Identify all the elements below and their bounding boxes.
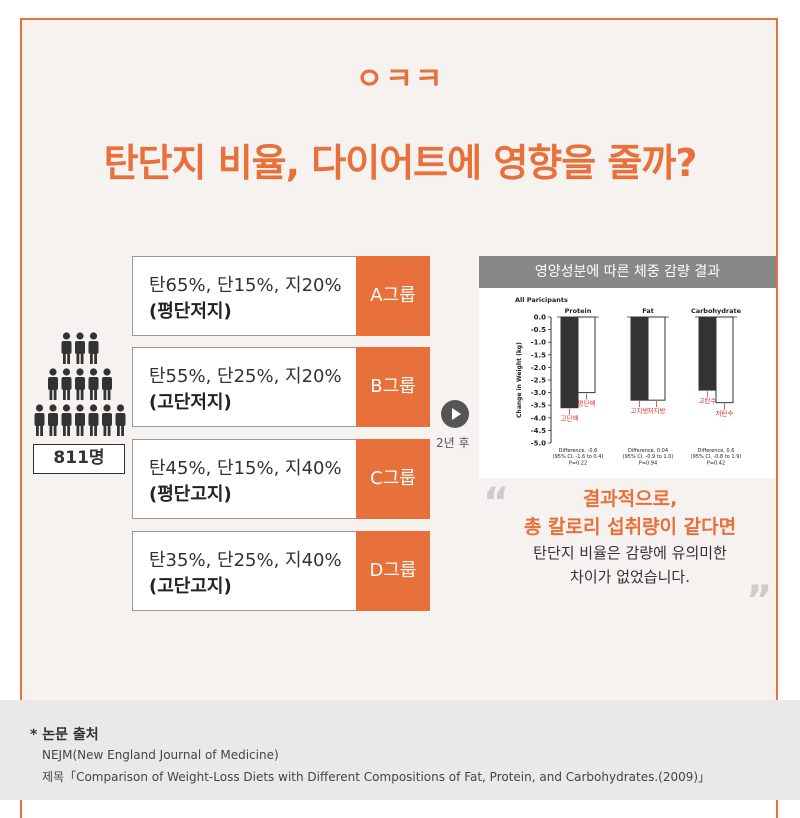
source-paper-title: 제목「Comparison of Weight-Loss Diets with … <box>42 770 711 784</box>
y-tick-label: -1.5 <box>531 351 546 359</box>
chart-container: All Paricipants Change in Weight (kg) 0.0 -… <box>479 256 776 478</box>
difference-text: P=0.42 <box>707 460 725 466</box>
group-kind: (고단고지) <box>149 576 232 597</box>
group-label: A그룹 <box>356 256 430 336</box>
difference-text: Difference, 0.04 <box>628 448 668 454</box>
y-tick-label: -4.5 <box>531 427 546 435</box>
people-icon <box>30 330 130 440</box>
group-kind: (고단저지) <box>149 392 232 413</box>
bar-label: 평단백 <box>578 399 596 408</box>
y-tick-label: -5.0 <box>531 440 546 448</box>
arrow-label: 2년 후 <box>436 436 470 450</box>
difference-text: Difference, 0.6 <box>698 448 735 454</box>
y-tick-label: -2.0 <box>531 364 546 372</box>
y-axis-label: Change in Weight (kg) <box>516 342 523 418</box>
person-icon <box>61 404 72 436</box>
bar-label: 고탄수 <box>699 396 717 405</box>
person-icon <box>34 404 45 436</box>
y-tick-label: 0.0 <box>534 314 547 322</box>
source-title: * 논문 출처 <box>30 727 99 743</box>
difference-text: P=0.22 <box>569 460 587 466</box>
group-kind: (평단저지) <box>149 301 232 322</box>
y-tick-label: -4.0 <box>531 414 546 422</box>
group-c: 탄45%, 단15%, 지40% (평단고지) C그룹 <box>132 439 430 519</box>
group-ratio: 탄65%, 단15%, 지20% <box>149 275 342 296</box>
group-ratio: 탄45%, 단15%, 지40% <box>149 458 342 479</box>
person-icon <box>102 368 112 400</box>
person-icon <box>102 404 112 436</box>
person-icon <box>61 368 72 400</box>
group-ratio: 탄55%, 단25%, 지20% <box>149 366 342 387</box>
content-frame <box>20 18 778 818</box>
group-label: C그룹 <box>356 439 430 519</box>
person-icon <box>75 368 85 400</box>
group-ratio: 탄35%, 단25%, 지40% <box>149 550 342 571</box>
panel-title: Fat <box>642 307 654 315</box>
chart-header: 영양성분에 따른 체중 감량 결과 <box>479 256 776 288</box>
y-tick-label: -0.5 <box>531 326 546 334</box>
participant-count: 811명 <box>33 444 125 474</box>
group-label: B그룹 <box>356 347 430 427</box>
panel-title: Protein <box>565 307 592 315</box>
difference-text: (95% CI, -0.8 to 1.9) <box>691 454 742 460</box>
play-icon <box>441 400 469 428</box>
group-kind: (평단고지) <box>149 484 232 505</box>
person-icon <box>75 332 85 364</box>
chart-bar <box>647 316 666 401</box>
footer <box>0 700 800 800</box>
y-tick-label: -3.0 <box>531 389 546 397</box>
chart-bar <box>560 316 579 409</box>
y-tick-label: -3.5 <box>531 402 546 410</box>
group-d: 탄35%, 단25%, 지40% (고단고지) D그룹 <box>132 531 430 611</box>
y-tick-label: -2.5 <box>531 377 546 385</box>
source-journal: NEJM(New England Journal of Medicine) <box>42 748 279 762</box>
group-b: 탄55%, 단25%, 지20% (고단저지) B그룹 <box>132 347 430 427</box>
result-line-4: 차이가 없었습니다. <box>570 568 690 586</box>
person-icon <box>88 368 99 400</box>
chart-bar <box>630 316 649 401</box>
person-icon <box>61 332 72 364</box>
bar-label: 저탄수 <box>716 409 734 418</box>
chart-bar <box>715 316 734 404</box>
result-line-2: 총 칼로리 섭취량이 같다면 <box>523 516 737 538</box>
panel-title: Carbohydrate <box>691 307 742 315</box>
brand-logo: ㅇㅋㅋ <box>355 62 445 97</box>
person-icon <box>88 404 99 436</box>
person-icon <box>75 404 85 436</box>
difference-text: (95% CI, -1.6 to 0.4) <box>553 454 604 460</box>
difference-text: Difference, -0.6 <box>559 448 598 454</box>
y-tick-label: -1.0 <box>531 339 546 347</box>
result-line-3: 탄단지 비율은 감량에 유의미한 <box>533 544 727 562</box>
quote-open-icon: “ <box>483 480 510 526</box>
group-label: D그룹 <box>356 531 430 611</box>
bar-label: 저지방 <box>648 406 666 415</box>
result-line-1: 결과적으로, <box>582 488 678 510</box>
weight-chart: All Paricipants Change in Weight (kg) 0.0 -… <box>515 296 742 466</box>
difference-text: P=0.94 <box>639 460 657 466</box>
person-icon <box>115 404 126 436</box>
chart-bar <box>698 316 717 391</box>
group-a: 탄65%, 단15%, 지20% (평단저지) A그룹 <box>132 256 430 336</box>
chart-bar <box>577 316 596 394</box>
chart-title: All Paricipants <box>515 296 568 304</box>
bar-label: 고단백 <box>561 414 579 423</box>
person-icon <box>48 368 58 400</box>
person-icon <box>88 332 99 364</box>
person-icon <box>48 404 58 436</box>
page-title: 탄단지 비율, 다이어트에 영향을 줄까? <box>103 141 698 185</box>
difference-text: (95% CI, -0.9 to 1.0) <box>623 454 674 460</box>
quote-close-icon: ” <box>746 578 773 624</box>
bar-label: 고지방 <box>631 406 649 415</box>
